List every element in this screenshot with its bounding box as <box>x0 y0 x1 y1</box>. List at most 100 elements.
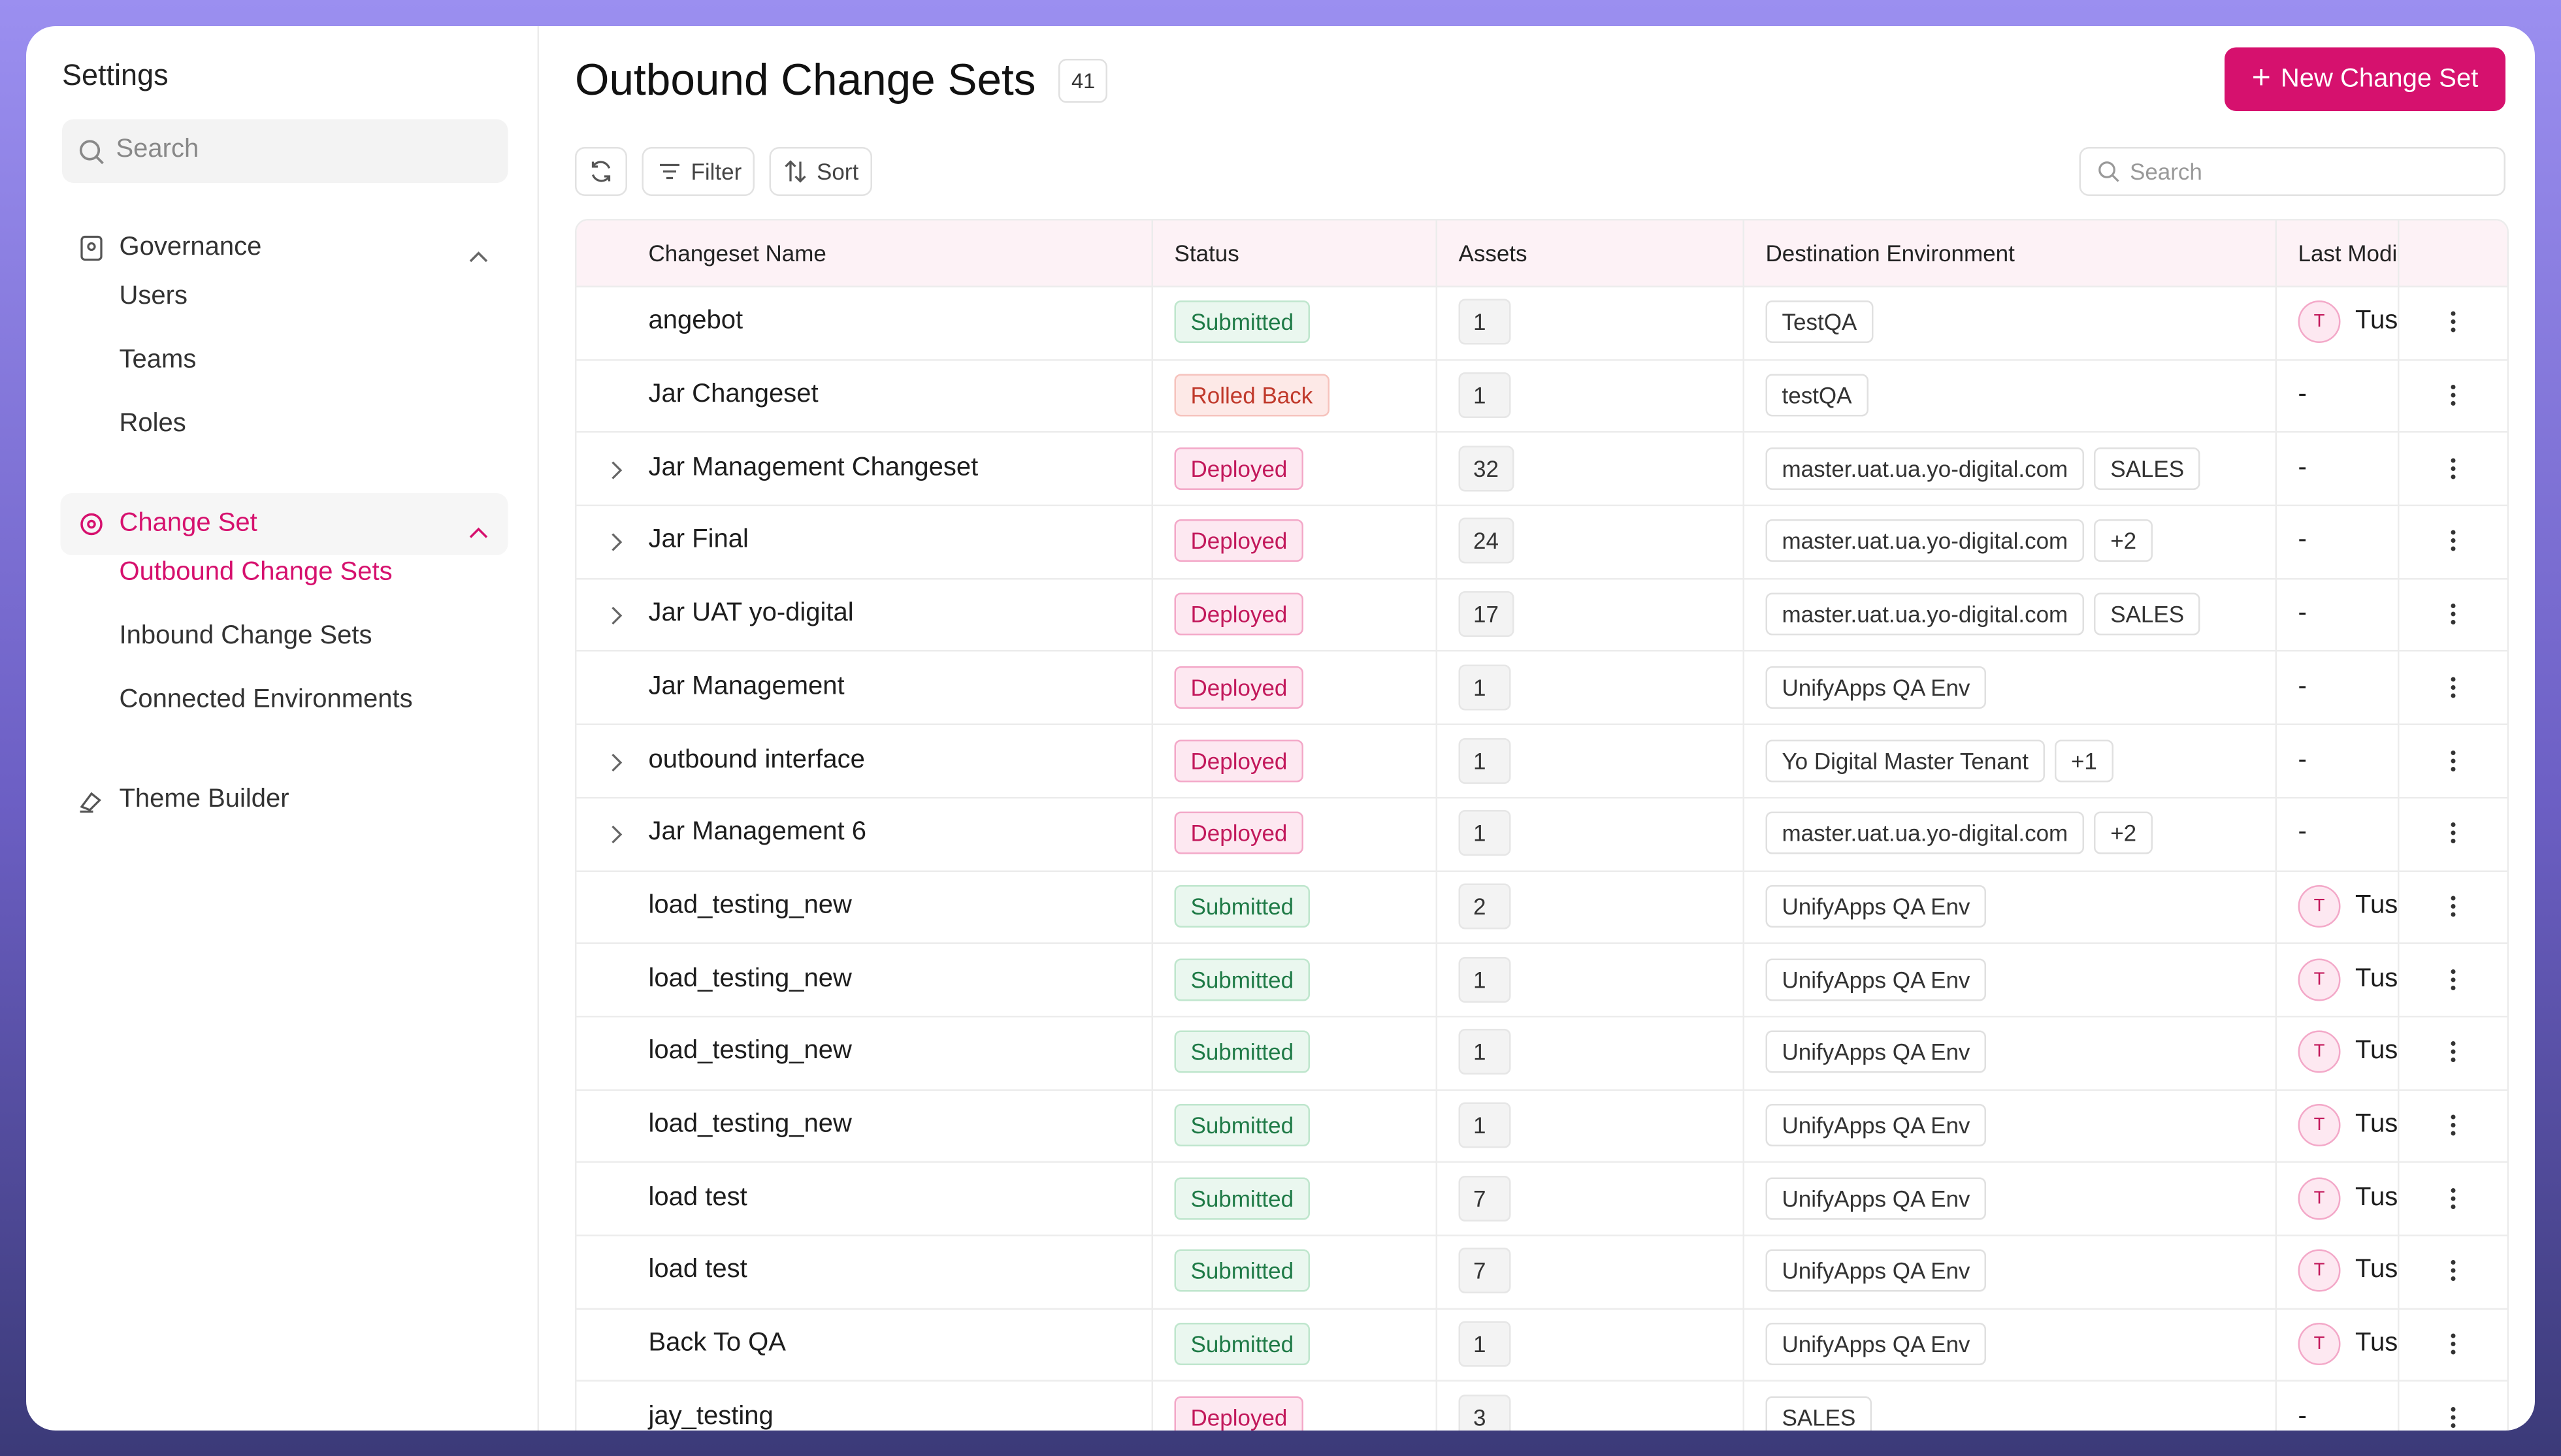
sidebar-search[interactable]: Search <box>62 119 508 183</box>
nav-item[interactable]: Theme Builder <box>61 769 508 832</box>
filter-label: Filter <box>691 158 742 185</box>
changeset-name: Jar Management <box>648 672 845 701</box>
changeset-name: load test <box>648 1256 747 1285</box>
destination-chip: UnifyApps QA Env <box>1765 666 1987 709</box>
new-button[interactable]: + New Change Set <box>2225 47 2505 111</box>
status-badge: Submitted <box>1174 1176 1311 1220</box>
modified-empty: - <box>2298 745 2307 773</box>
refresh-button[interactable] <box>575 147 627 196</box>
table-row[interactable]: jay_testing Deployed 3 SALES - <box>577 1381 2507 1431</box>
row-menu-wrap <box>2450 749 2456 771</box>
status-badge: Submitted <box>1174 884 1311 928</box>
destination-chip: UnifyApps QA Env <box>1765 1250 1987 1293</box>
destination-chip: UnifyApps QA Env <box>1765 958 1987 1001</box>
table-row[interactable]: Jar Management Changeset Deployed 32 master… <box>576 432 2507 507</box>
table-search[interactable]: Search <box>2079 147 2505 196</box>
nav-subitem[interactable]: Inbound Change Sets <box>119 622 372 651</box>
changeset-name: load_testing_new <box>648 964 852 993</box>
column-divider <box>2398 220 2400 1431</box>
assets-count: 1 <box>1458 1029 1511 1075</box>
table-row[interactable]: angebot Submitted 1 TestQA T Tus <box>576 286 2507 361</box>
assets-cell: 1 <box>1458 286 1511 359</box>
row-menu-wrap <box>2450 384 2456 407</box>
table-row[interactable]: outbound interface Deployed 1 Yo Digital Ma… <box>576 724 2507 799</box>
destination-chip: UnifyApps QA Env <box>1765 884 1987 928</box>
changeset-name: load_testing_new <box>648 1037 852 1065</box>
changeset-name: Jar UAT yo-digital <box>648 599 854 628</box>
row-menu <box>2451 1406 2456 1428</box>
assets-count: 17 <box>1458 591 1514 638</box>
table-row[interactable]: load test Submitted 7 UnifyApps QA Env T Tus <box>576 1161 2507 1237</box>
status-badge: Deployed <box>1174 520 1304 563</box>
modified-user: Tus <box>2355 1037 2398 1065</box>
destination-cell: UnifyApps QA Env <box>1765 1089 1997 1162</box>
assets-count: 1 <box>1458 372 1511 419</box>
status-cell: Deployed <box>1174 724 1304 797</box>
status-cell: Deployed <box>1174 577 1304 651</box>
status-cell: Submitted <box>1174 1308 1311 1381</box>
destination-cell: master.uat.ua.yo-digital.com SALES <box>1765 577 2211 651</box>
table-row[interactable]: Jar UAT yo-digital Deployed 17 master.uat.u… <box>576 577 2507 653</box>
table-row[interactable]: load_testing_new Submitted 1 UnifyApps QA E… <box>576 943 2507 1018</box>
destination-chip: SALES <box>2094 592 2201 636</box>
status-badge: Deployed <box>1174 592 1304 636</box>
sort-icon <box>785 160 806 183</box>
table-row[interactable]: load_testing_new Submitted 2 UnifyApps QA E… <box>576 869 2507 945</box>
row-menu <box>2451 1041 2456 1063</box>
status-cell: Submitted <box>1174 286 1311 359</box>
column-header: Changeset Name <box>648 240 826 267</box>
table-row[interactable]: load_testing_new Submitted 1 UnifyApps QA E… <box>576 1016 2507 1091</box>
modified-cell: T Tus <box>2298 286 2398 359</box>
sort-button[interactable]: Sort <box>769 147 872 196</box>
destination-cell: master.uat.ua.yo-digital.com +2 <box>1765 505 2163 578</box>
destination-cell: UnifyApps QA Env <box>1765 651 1997 724</box>
row-menu <box>2451 385 2456 406</box>
table-row[interactable]: load_testing_new Submitted 1 UnifyApps QA E… <box>576 1089 2507 1163</box>
assets-count: 1 <box>1458 737 1511 783</box>
refresh-icon <box>591 161 611 182</box>
destination-cell: Yo Digital Master Tenant +1 <box>1765 724 2123 797</box>
status-cell: Deployed <box>1174 797 1304 870</box>
nav-subitem[interactable]: Users <box>119 282 188 311</box>
filter-button[interactable]: Filter <box>642 147 755 196</box>
table-row[interactable]: load test Submitted 7 UnifyApps QA Env T Tus <box>576 1235 2507 1310</box>
destination-cell: UnifyApps QA Env <box>1765 1161 1997 1235</box>
changeset-name: angebot <box>648 307 743 336</box>
assets-cell: 2 <box>1458 869 1511 943</box>
search-placeholder: Search <box>2130 158 2202 185</box>
chevron-up <box>469 527 488 538</box>
nav-subitem[interactable]: Roles <box>119 410 186 438</box>
table-row[interactable]: Jar Management 6 Deployed 1 master.uat.ua.y… <box>576 797 2507 871</box>
status-cell: Submitted <box>1174 1089 1311 1162</box>
avatar: T <box>2298 958 2341 1001</box>
nav-subitem[interactable]: Outbound Change Sets <box>119 558 393 587</box>
nav-item[interactable]: Change Set <box>60 493 508 555</box>
destination-cell: SALES <box>1765 1381 1882 1431</box>
row-menu <box>2451 530 2456 552</box>
status-cell: Submitted <box>1174 943 1311 1016</box>
assets-cell: 1 <box>1458 1089 1511 1162</box>
assets-cell: 1 <box>1458 943 1511 1016</box>
nav-icon-wrap <box>77 786 106 815</box>
changeset-name: jay_testing <box>648 1402 774 1431</box>
destination-cell: master.uat.ua.yo-digital.com +2 <box>1765 797 2163 870</box>
destination-cell: testQA <box>1765 359 1878 432</box>
assets-count: 1 <box>1458 664 1511 711</box>
changeset-name: Back To QA <box>648 1329 786 1357</box>
table-row[interactable]: Jar Management Deployed 1 UnifyApps QA Env - <box>576 651 2507 726</box>
table-row[interactable]: Back To QA Submitted 1 UnifyApps QA Env T Tus <box>576 1308 2507 1383</box>
modified-empty: - <box>2298 1402 2307 1431</box>
status-badge: Submitted <box>1174 1323 1311 1366</box>
chevron-up <box>469 251 488 263</box>
table-row[interactable]: Jar Final Deployed 24 master.uat.ua.yo-digi… <box>576 505 2507 579</box>
nav-subitem[interactable]: Teams <box>119 346 197 374</box>
table-row[interactable]: Jar Changeset Rolled Back 1 testQA - <box>576 359 2507 434</box>
nav-subitem[interactable]: Connected Environments <box>119 686 413 714</box>
avatar: T <box>2298 1176 2341 1220</box>
nav-item[interactable]: Governance <box>61 218 508 280</box>
destination-chip: SALES <box>1765 1396 1872 1431</box>
row-menu-wrap <box>2450 1187 2456 1210</box>
assets-cell: 1 <box>1458 724 1511 797</box>
status-badge: Deployed <box>1174 739 1304 782</box>
destination-cell: UnifyApps QA Env <box>1765 1016 1997 1089</box>
